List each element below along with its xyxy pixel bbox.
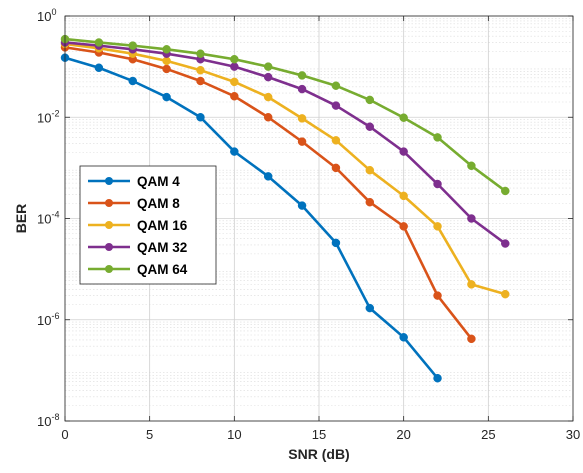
legend-label: QAM 32 (137, 240, 187, 255)
data-point (298, 138, 306, 146)
data-point (230, 63, 238, 71)
x-tick-label: 15 (312, 427, 326, 442)
data-point (501, 290, 509, 298)
data-point (332, 102, 340, 110)
y-axis-label: BER (13, 204, 29, 234)
data-point (501, 240, 509, 248)
data-point (163, 57, 171, 65)
data-point (298, 202, 306, 210)
data-point (298, 85, 306, 93)
data-point (264, 172, 272, 180)
x-tick-label: 25 (481, 427, 495, 442)
data-point (230, 78, 238, 86)
data-point (95, 64, 103, 72)
data-point (366, 96, 374, 104)
data-point (434, 133, 442, 141)
x-tick-label: 10 (227, 427, 241, 442)
data-point (400, 192, 408, 200)
x-tick-label: 30 (566, 427, 580, 442)
data-point (230, 55, 238, 63)
data-point (467, 280, 475, 288)
data-point (264, 63, 272, 71)
legend-label: QAM 4 (137, 174, 180, 189)
data-point (264, 73, 272, 81)
legend-marker (105, 243, 113, 251)
legend: QAM 4 QAM 8 QAM 16 QAM 32 QAM 64 (80, 166, 216, 284)
legend-marker (105, 221, 113, 229)
data-point (434, 292, 442, 300)
data-point (95, 38, 103, 46)
data-point (129, 77, 137, 85)
data-point (163, 65, 171, 73)
data-point (298, 71, 306, 79)
data-point (400, 222, 408, 230)
data-point (129, 42, 137, 50)
legend-label: QAM 64 (137, 262, 188, 277)
data-point (230, 148, 238, 156)
legend-label: QAM 16 (137, 218, 188, 233)
data-point (163, 93, 171, 101)
data-point (400, 148, 408, 156)
data-point (332, 164, 340, 172)
legend-marker (105, 265, 113, 273)
x-tick-label: 20 (396, 427, 410, 442)
data-point (467, 335, 475, 343)
data-point (467, 215, 475, 223)
data-point (501, 187, 509, 195)
data-point (366, 304, 374, 312)
data-point (196, 66, 204, 74)
data-point (264, 93, 272, 101)
data-point (400, 114, 408, 122)
data-point (332, 239, 340, 247)
data-point (196, 77, 204, 85)
data-point (366, 198, 374, 206)
data-point (196, 50, 204, 58)
data-point (163, 45, 171, 53)
legend-marker (105, 177, 113, 185)
data-point (434, 180, 442, 188)
x-tick-label: 5 (146, 427, 153, 442)
data-point (332, 82, 340, 90)
data-point (298, 114, 306, 122)
legend-label: QAM 8 (137, 196, 180, 211)
legend-marker (105, 199, 113, 207)
data-point (434, 222, 442, 230)
x-axis-label: SNR (dB) (288, 446, 349, 462)
x-tick-label: 0 (61, 427, 68, 442)
data-point (366, 123, 374, 131)
data-point (434, 374, 442, 382)
data-point (196, 113, 204, 121)
data-point (264, 113, 272, 121)
data-point (467, 162, 475, 170)
data-point (366, 166, 374, 174)
data-point (230, 92, 238, 100)
data-point (332, 136, 340, 144)
data-point (400, 333, 408, 341)
